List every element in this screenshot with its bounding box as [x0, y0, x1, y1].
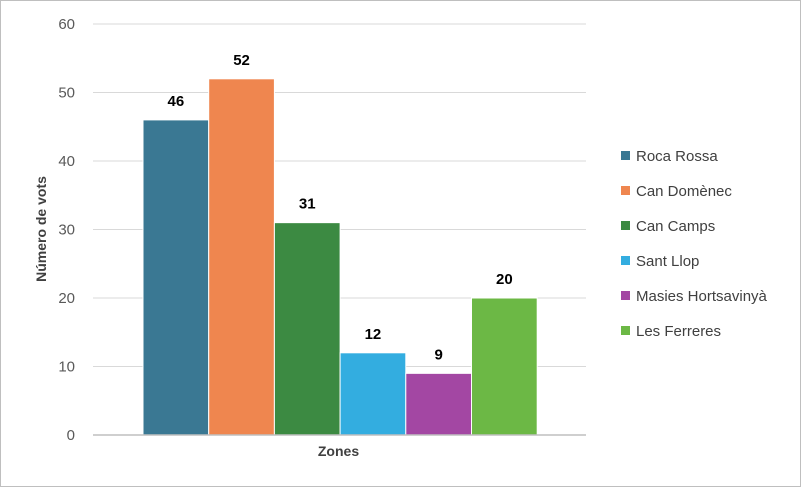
y-tick-label: 0 — [67, 427, 75, 444]
legend-label: Can Domènec — [636, 183, 732, 200]
y-axis-title: Número de vots — [33, 176, 49, 282]
legend-swatch — [621, 291, 630, 300]
y-tick-label: 40 — [58, 153, 75, 170]
legend-swatch — [621, 256, 630, 265]
legend-swatch — [621, 221, 630, 230]
legend-label: Masies Hortsavinyà — [636, 288, 768, 305]
legend-swatch — [621, 186, 630, 195]
data-label: 12 — [365, 326, 382, 343]
legend-label: Can Camps — [636, 218, 715, 235]
y-tick-label: 10 — [58, 359, 75, 376]
bar-sant-llop — [339, 352, 407, 436]
data-label: 20 — [496, 271, 513, 288]
bar-can-dom-nec — [208, 78, 275, 436]
y-tick-label: 50 — [58, 85, 75, 102]
y-tick-label: 20 — [58, 290, 75, 307]
data-label: 46 — [168, 93, 185, 110]
x-axis-title: Zones — [318, 443, 359, 459]
legend-label: Sant Llop — [636, 253, 699, 270]
data-label: 52 — [233, 52, 250, 69]
y-tick-label: 30 — [58, 222, 75, 239]
bar-roca-rossa — [142, 119, 210, 436]
bars — [142, 78, 538, 436]
bar-can-camps — [273, 222, 341, 436]
legend-label: Roca Rossa — [636, 148, 718, 165]
legend-swatch — [621, 326, 630, 335]
data-labels: 46 52 31 12 9 20 — [168, 52, 513, 364]
y-tick-label: 60 — [58, 16, 75, 33]
bar-les-ferreres — [471, 297, 538, 436]
y-axis-tick-labels: 0 10 20 30 40 50 60 — [58, 16, 75, 444]
legend-label: Les Ferreres — [636, 323, 721, 340]
legend: Roca Rossa Can Domènec Can Camps Sant Llop M… — [621, 148, 768, 340]
legend-swatch — [621, 151, 630, 160]
data-label: 31 — [299, 196, 316, 213]
data-label: 9 — [434, 346, 442, 363]
bar-masies-hortsaviny- — [405, 372, 472, 436]
